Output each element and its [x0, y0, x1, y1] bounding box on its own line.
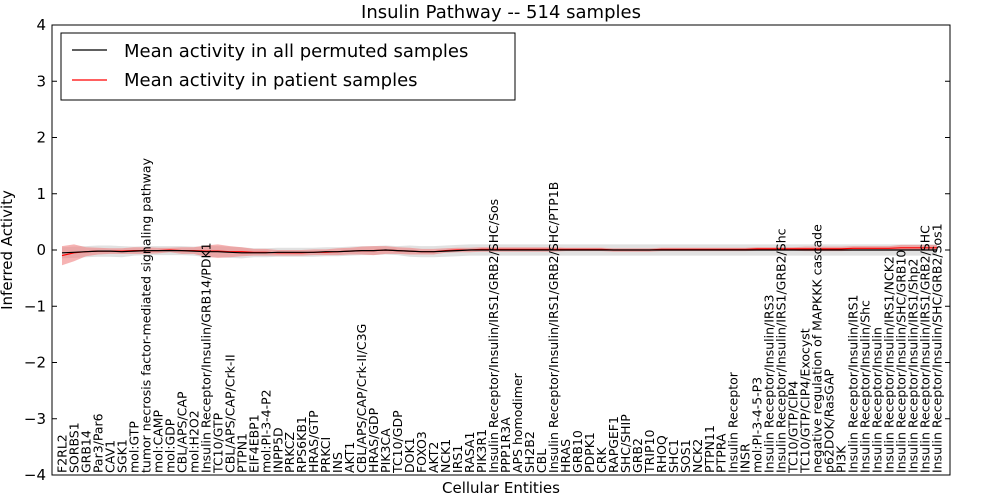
entity-label: Insulin Receptor/Insulin/IRS1/GRB2/SHC/P…: [546, 182, 561, 473]
y-tick-label: 2: [36, 129, 46, 147]
entity-label: tumor necrosis factor-mediated signaling…: [138, 157, 153, 473]
entity-label: PTPN11: [702, 425, 717, 473]
y-axis-ticks: 4 3 2 1 0 −1 −2 −3 −4: [24, 16, 950, 484]
entity-label: EIF4EBP1: [246, 414, 261, 473]
legend: Mean activity in all permuted samples Me…: [60, 32, 516, 101]
entity-label: mol:PI-3-4-5-P3: [750, 377, 765, 473]
y-tick-label: 0: [36, 241, 46, 259]
entity-label: GRB10: [570, 430, 585, 473]
entity-label: GRB2: [630, 438, 645, 473]
entity-label: Insulin Receptor/Insulin/IRS1/GRB2/SHC/S…: [486, 199, 501, 473]
entity-label: HRAS: [558, 439, 573, 473]
entity-label: PIK3CA: [378, 428, 393, 473]
entity-label: SGK1: [114, 439, 129, 473]
entity-label: PDPK1: [582, 432, 597, 473]
entity-label: Insulin Receptor/Insulin/SHC/GRB10: [894, 250, 909, 473]
y-tick-label: −2: [24, 354, 46, 372]
entity-labels: F2RL2SORBS1GRB14Par3/Par6CAV1SGK1mol:GTP…: [55, 157, 945, 474]
entity-label: RASA1: [462, 432, 477, 473]
entity-label: SHC/SHIP: [618, 414, 633, 473]
entity-label: Insulin Receptor/Insulin: [870, 327, 885, 473]
entity-label: IRS1: [450, 445, 465, 473]
entity-label: TRIP10: [642, 429, 657, 473]
entity-label: RAPGEF1: [606, 416, 621, 473]
y-axis-title: Inferred Activity: [0, 190, 16, 310]
entity-label: APS homodimer: [510, 372, 525, 473]
entity-label: SHC1: [666, 439, 681, 473]
entity-label: CBL/APS/CAP/Crk-II/C3G: [354, 324, 369, 473]
series-lines: [61, 247, 937, 257]
entity-label: SORBS1: [67, 422, 82, 473]
entity-label: SH2B2: [522, 431, 537, 473]
y-tick-label: −1: [24, 297, 46, 315]
entity-label: Insulin Receptor/Insulin/GRB14/PDK1: [198, 242, 213, 473]
entity-label: TC10/GTP: [210, 412, 225, 474]
entity-label: PPP1R3A: [498, 417, 513, 473]
entity-label: PRKCZ: [282, 432, 297, 473]
entity-label: INS: [330, 452, 345, 473]
entity-label: PI3K: [834, 445, 849, 473]
entity-label: HRAS/GDP: [366, 407, 381, 473]
entity-label: PRKCI: [318, 437, 333, 473]
entity-label: mol:GTP: [126, 421, 141, 473]
entity-label: INSR: [738, 443, 753, 473]
y-tick-label: −4: [24, 466, 46, 484]
entity-label: PTPRA: [714, 433, 729, 473]
entity-label: TC10/GDP: [390, 410, 405, 474]
entity-label: CBL/APS/CAP/Crk-II: [222, 354, 237, 473]
entity-label: HRAS/GTP: [306, 410, 321, 473]
y-tick-label: 1: [36, 185, 46, 203]
entity-label: Insulin Receptor/Insulin/IRS1/GRB2/SHC: [918, 225, 933, 473]
entity-label: Insulin Receptor/Insulin/IRS1/GRB2/Shc: [774, 228, 789, 473]
entity-label: NCK1: [438, 439, 453, 473]
entity-label: AKT2: [426, 442, 441, 473]
entity-label: CBL: [534, 449, 549, 473]
chart-title: Insulin Pathway -- 514 samples: [361, 2, 641, 23]
entity-label: CAV1: [102, 440, 117, 473]
entity-label: SOS1: [678, 439, 693, 473]
entity-label: TC10/GTP/CIP4: [786, 381, 801, 474]
y-tick-label: 3: [36, 72, 46, 90]
entity-label: Par3/Par6: [91, 413, 106, 473]
x-axis-title: Cellular Entities: [442, 479, 560, 497]
entity-label: PTPN1: [234, 433, 249, 473]
entity-label: p62DOK/RasGAP: [822, 368, 837, 473]
legend-patient-label: Mean activity in patient samples: [124, 70, 418, 91]
entity-label: AKT1: [342, 442, 357, 473]
entity-label: mol:CAMP: [150, 409, 165, 473]
entity-label: Insulin Receptor/Insulin/IRS3: [762, 295, 777, 473]
entity-label: FOXO3: [414, 431, 429, 473]
entity-label: negative regulation of MAPKKK cascade: [810, 224, 825, 473]
entity-label: Insulin Receptor/Insulin/IRS1/Shp2: [906, 259, 921, 473]
entity-label: Insulin Receptor: [726, 371, 741, 473]
entity-label: mol:PI-3-4-P2: [258, 389, 273, 473]
entity-label: Insulin Receptor/Insulin/Shc: [858, 300, 873, 473]
entity-label: Insulin Receptor/Insulin/SHC/GRB2/Sos1: [930, 223, 945, 473]
entity-label: TC10/GTP/CIP4/Exocyst: [798, 328, 813, 474]
entity-label: Insulin Receptor/Insulin/IRS1: [846, 295, 861, 473]
entity-label: mol:GDP: [162, 418, 177, 473]
entity-label: mol:H2O2: [186, 410, 201, 473]
permuted-mean-line: [61, 249, 937, 254]
y-tick-label: 4: [36, 16, 46, 34]
entity-label: INPP5D: [270, 427, 285, 473]
entity-label: NCK2: [690, 439, 705, 473]
entity-label: DOK1: [402, 437, 417, 473]
y-tick-label: −3: [24, 410, 46, 428]
entity-label: GRB14: [79, 430, 94, 473]
entity-label: F2RL2: [55, 434, 70, 473]
legend-box: [60, 32, 516, 101]
legend-permuted-label: Mean activity in all permuted samples: [124, 41, 468, 62]
entity-label: RPS6KB1: [294, 416, 309, 473]
entity-label: RHOQ: [654, 435, 669, 473]
entity-label: CBL/APS/CAP: [174, 391, 189, 473]
entity-label: PIK3R1: [474, 429, 489, 473]
entity-label: Insulin Receptor/Insulin/IRS1/NCK2: [882, 256, 897, 473]
entity-label: CRK: [594, 447, 609, 473]
